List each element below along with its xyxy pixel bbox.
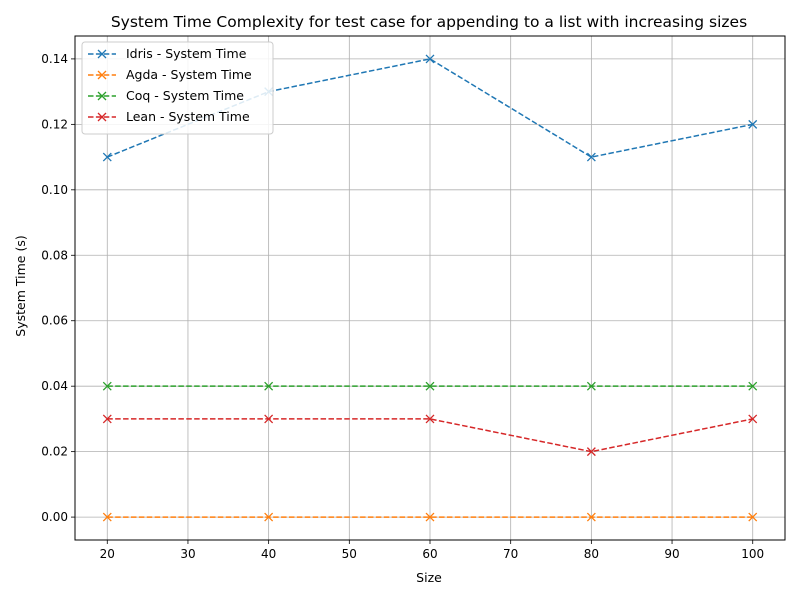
series-line — [107, 418, 753, 453]
data-point — [425, 414, 435, 424]
x-tick-label: 60 — [422, 547, 437, 561]
series-3 — [102, 414, 758, 457]
legend-item: Lean - System Time — [88, 109, 250, 124]
data-point — [102, 414, 112, 424]
legend-label: Coq - System Time — [126, 88, 244, 103]
x-tick-label: 100 — [741, 547, 764, 561]
data-point — [586, 512, 596, 522]
data-point — [102, 152, 112, 162]
legend-label: Lean - System Time — [126, 109, 250, 124]
y-tick-label: 0.02 — [41, 445, 68, 459]
legend-box — [81, 41, 274, 135]
data-point — [748, 381, 758, 391]
data-point — [264, 414, 274, 424]
x-tick-label: 80 — [584, 547, 599, 561]
y-tick-label: 0.04 — [41, 379, 68, 393]
x-tick-label: 50 — [342, 547, 357, 561]
y-tick-label: 0.14 — [41, 52, 68, 66]
legend-item: Agda - System Time — [88, 67, 252, 82]
legend-label: Agda - System Time — [126, 67, 252, 82]
y-tick-label: 0.00 — [41, 510, 68, 524]
data-point — [748, 119, 758, 129]
legend-marker — [97, 91, 107, 101]
data-point — [586, 381, 596, 391]
x-tick-label: 70 — [503, 547, 518, 561]
axis-ticks: 20 30 40 50 60 70 80 90 100 0.00 0.02 0.04 0.06 0.08 0… — [41, 52, 764, 561]
data-point — [425, 381, 435, 391]
data-point — [748, 414, 758, 424]
x-tick-label: 30 — [180, 547, 195, 561]
data-point — [586, 152, 596, 162]
x-tick-label: 90 — [664, 547, 679, 561]
data-point — [425, 54, 435, 64]
series-2 — [102, 381, 758, 391]
x-tick-label: 40 — [261, 547, 276, 561]
x-tick-label: 20 — [100, 547, 115, 561]
data-point — [102, 381, 112, 391]
legend-marker — [97, 70, 107, 80]
y-tick-label: 0.10 — [41, 183, 68, 197]
data-point — [586, 447, 596, 457]
series-1 — [102, 512, 758, 522]
legend-item: Idris - System Time — [88, 46, 247, 61]
y-tick-label: 0.12 — [41, 117, 68, 131]
y-axis-label: System Time (s) — [13, 235, 28, 336]
y-tick-label: 0.06 — [41, 314, 68, 328]
data-point — [425, 512, 435, 522]
data-point — [264, 381, 274, 391]
y-tick-label: 0.08 — [41, 248, 68, 262]
legend-marker — [97, 49, 107, 59]
legend-item: Coq - System Time — [88, 88, 244, 103]
legend-marker — [97, 112, 107, 122]
legend: Idris - System Time Agda - System Time Coq… — [81, 41, 274, 135]
legend-label: Idris - System Time — [126, 46, 247, 61]
data-point — [748, 512, 758, 522]
x-axis-label: Size — [416, 570, 442, 585]
data-point — [102, 512, 112, 522]
chart-title: System Time Complexity for test case for… — [111, 13, 747, 31]
data-point — [264, 512, 274, 522]
